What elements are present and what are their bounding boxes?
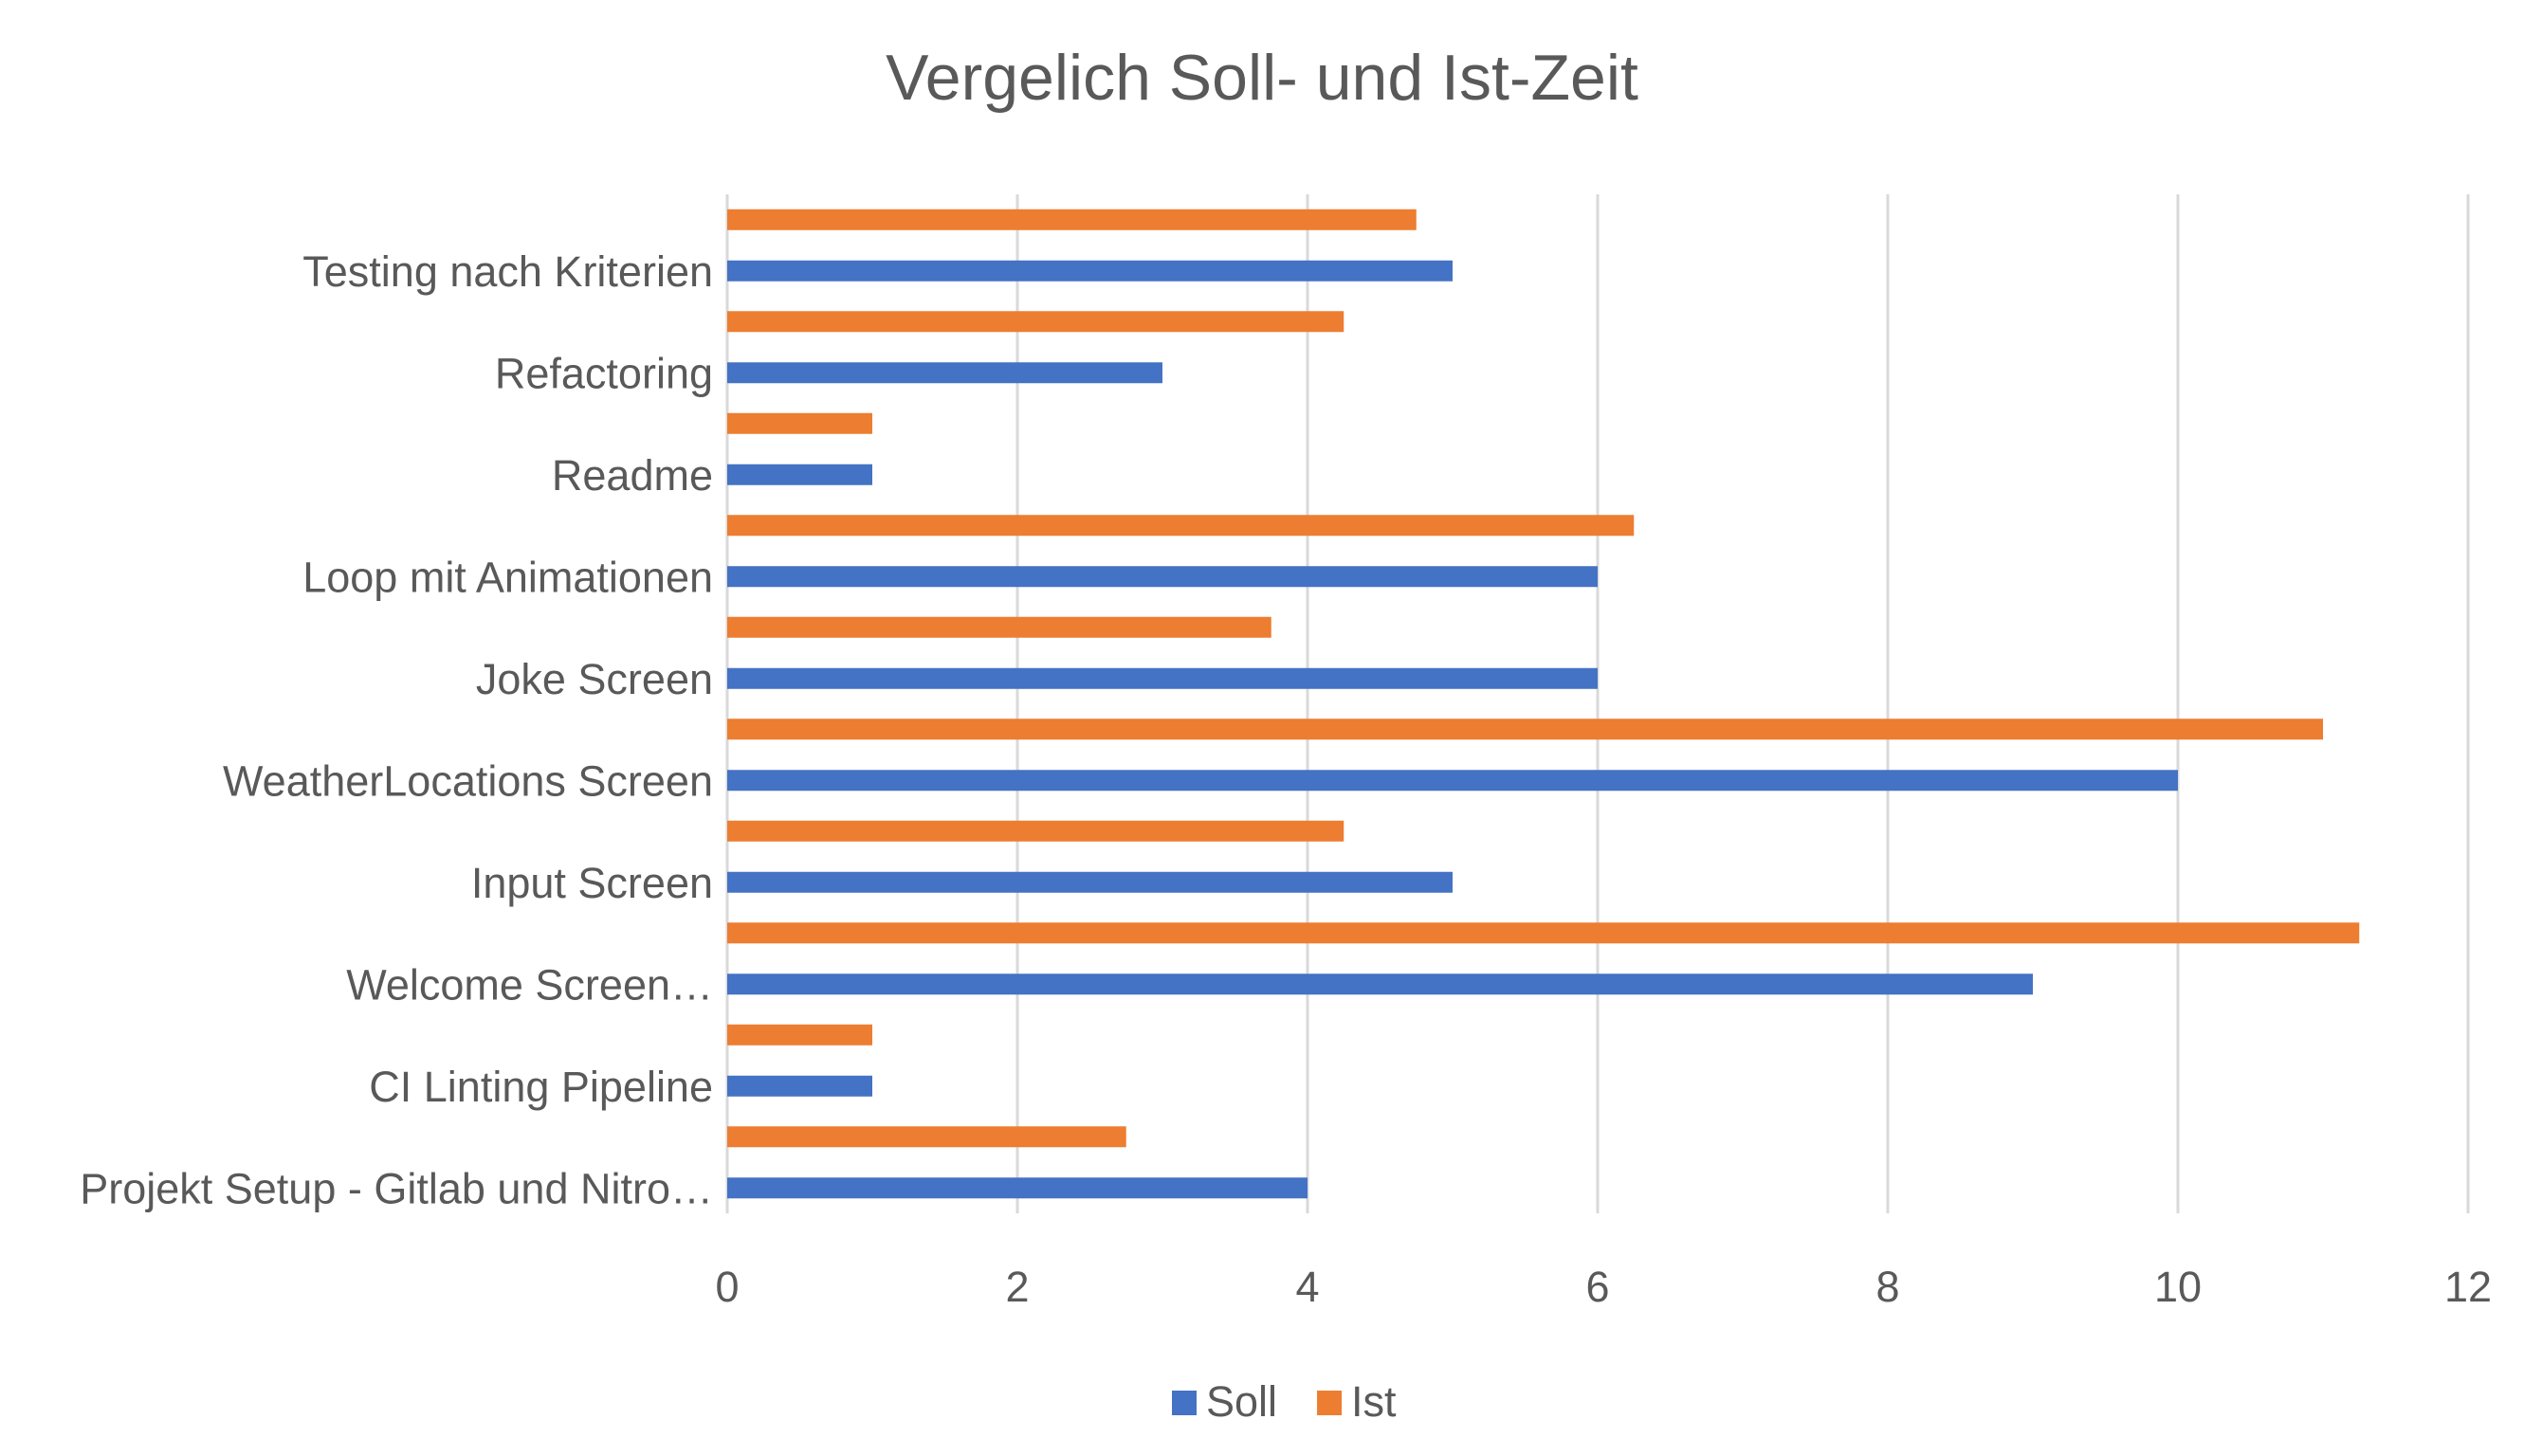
bar-soll [727,974,2033,995]
bar-ist [727,412,872,434]
legend-swatch-ist [1317,1391,1343,1415]
bar-soll [727,770,2178,792]
category-label: Testing nach Kriterien [302,247,713,296]
bar-ist [727,1024,872,1046]
bar-ist [727,311,1344,333]
bar-ist [727,209,1417,230]
bar-soll [727,464,872,485]
category-label: Refactoring [495,349,713,397]
category-label: WeatherLocations Screen [223,756,713,805]
x-tick-label: 0 [715,1263,739,1311]
bar-soll [727,566,1598,588]
legend: Soll Ist [1172,1377,1397,1426]
x-axis-tick-labels: 0 2 4 6 8 10 12 [715,1263,2492,1311]
x-tick-label: 6 [1585,1263,1609,1311]
category-labels: Projekt Setup - Gitlab und Nitro… CI Lint… [80,247,713,1213]
bar-ist [727,515,1635,537]
category-label: Readme [552,451,713,500]
chart-title: Vergelich Soll- und Ist-Zeit [886,42,1638,114]
bar-soll [727,260,1453,282]
legend-swatch-soll [1172,1391,1197,1415]
x-tick-label: 10 [2154,1263,2202,1311]
legend-label-ist: Ist [1351,1377,1397,1426]
category-label: Projekt Setup - Gitlab und Nitro… [80,1164,713,1212]
bar-soll [727,362,1162,384]
bar-ist [727,616,1271,638]
bar-ist [727,922,2360,944]
legend-label-soll: Soll [1206,1377,1277,1426]
bars [727,209,2360,1199]
category-label: Welcome Screen… [346,960,713,1009]
x-tick-label: 4 [1295,1263,1319,1311]
gridlines [725,194,2470,1213]
category-label: CI Linting Pipeline [369,1063,713,1111]
bar-ist [727,719,2323,740]
x-tick-label: 2 [1005,1263,1029,1311]
x-tick-label: 8 [1875,1263,1899,1311]
category-label: Input Screen [471,859,713,907]
bar-ist [727,820,1344,842]
category-label: Joke Screen [476,655,713,703]
x-tick-label: 12 [2444,1263,2492,1311]
category-label: Loop mit Animationen [302,553,713,601]
bar-soll [727,1075,872,1097]
bar-soll [727,1177,1308,1199]
bar-soll [727,871,1453,893]
bar-ist [727,1126,1126,1148]
bar-soll [727,667,1598,689]
